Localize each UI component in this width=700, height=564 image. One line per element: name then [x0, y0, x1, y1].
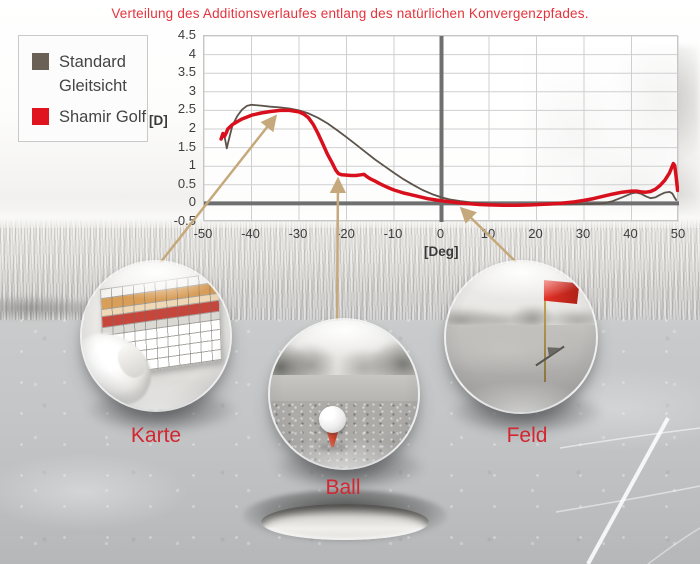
legend-item-standard-gleitsicht: Standard Gleitsicht	[32, 51, 147, 99]
x-tick-label: 0	[436, 226, 445, 241]
red-flag-icon	[543, 280, 580, 304]
y-tick-label: 1	[188, 157, 196, 173]
legend-swatch-shamir	[32, 108, 49, 125]
glass-sphere-karte	[80, 260, 232, 412]
x-tick-label: -30	[288, 226, 308, 241]
x-tick-label: -10	[383, 226, 403, 241]
feld-scene-ground	[446, 325, 596, 412]
karte-scene	[82, 262, 230, 410]
y-tick-label: 2.5	[177, 101, 196, 117]
flagpole	[543, 299, 546, 382]
x-axis-unit-label: [Deg]	[424, 244, 459, 259]
legend-label-standard: Standard Gleitsicht	[59, 53, 127, 95]
series-line-standard-gleitsicht	[223, 103, 678, 206]
x-tick-label: 20	[528, 226, 543, 241]
glass-sphere-ball	[268, 318, 420, 470]
y-tick-label: 0	[188, 194, 196, 210]
x-tick-label: 30	[575, 226, 591, 241]
chart-legend: Standard Gleitsicht Shamir Golf	[18, 35, 148, 142]
x-tick-label: 10	[480, 226, 496, 241]
x-tick-label: -50	[193, 226, 213, 241]
y-tick-label: 4.5	[177, 27, 196, 42]
y-tick-label: 0.5	[177, 175, 196, 191]
y-tick-label: 3.5	[177, 64, 196, 80]
golf-hole	[261, 504, 429, 540]
series-line-shamir-golf	[219, 108, 679, 208]
callout-label-feld: Feld	[506, 424, 548, 447]
scorecard-row	[102, 311, 221, 337]
scorecard-row	[102, 301, 220, 329]
ball-scene	[270, 320, 418, 468]
y-tick-label: 4	[188, 45, 196, 61]
ball-scene-rough	[270, 401, 418, 468]
y-tick-label: 1.5	[177, 138, 196, 154]
glass-sphere-feld	[444, 260, 598, 414]
callout-label-ball: Ball	[325, 476, 361, 499]
y-tick-label: 3	[188, 82, 196, 98]
y-tick-label: -0.5	[173, 213, 196, 228]
y-axis-ticks: -0.5 0 0.5 1 1.5 2 2.5 3 3.5 4 4.5	[140, 27, 196, 228]
page-title: Verteilung des Additionsverlaufes entlan…	[111, 6, 589, 21]
legend-item-shamir-golf: Shamir Golf	[32, 106, 147, 130]
legend-swatch-standard	[32, 53, 49, 70]
chart-plot-area	[204, 36, 679, 222]
x-axis-ticks: -50 -40 -30 -20 -10 0 10 20 30 40 50	[194, 226, 686, 242]
scorecard-row	[101, 283, 220, 311]
x-tick-label: -20	[336, 226, 355, 241]
golf-ball	[319, 405, 346, 433]
y-axis-unit-label: [D]	[149, 113, 168, 128]
x-tick-label: 50	[670, 226, 686, 241]
addition-curve-chart	[203, 35, 679, 222]
x-tick-label: -40	[241, 226, 260, 241]
legend-label-shamir: Shamir Golf	[59, 108, 147, 126]
callout-label-karte: Karte	[130, 424, 182, 447]
scorecard-row	[101, 293, 220, 318]
x-tick-label: 40	[623, 226, 638, 241]
feld-scene	[446, 262, 596, 412]
